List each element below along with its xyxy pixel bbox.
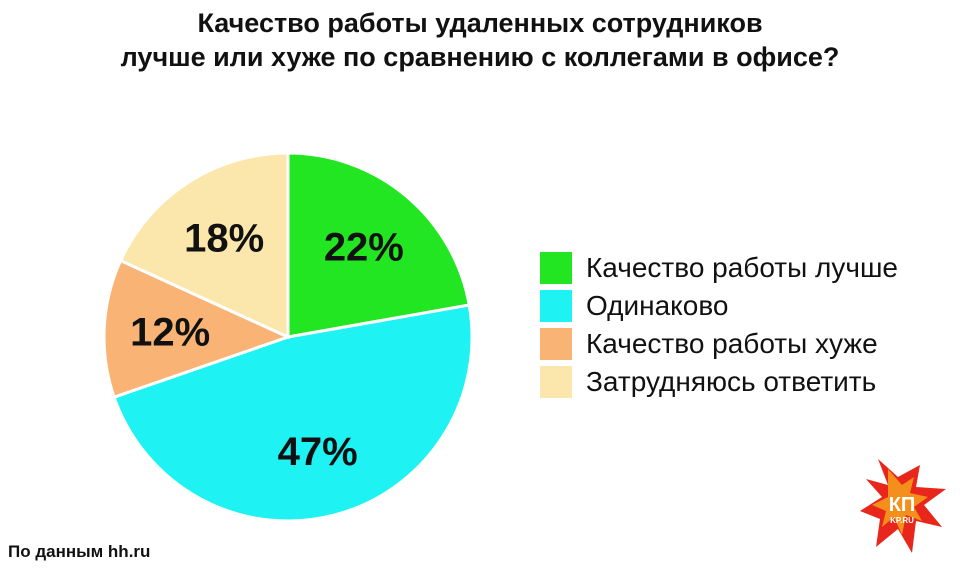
legend-item-3: Качество работы хуже xyxy=(540,325,898,363)
chart-title: Качество работы удаленных сотрудников лу… xyxy=(0,6,960,74)
legend-label-4: Затрудняюсь ответить xyxy=(586,366,877,397)
chart-title-line-1: Качество работы удаленных сотрудников xyxy=(197,8,763,38)
legend-label-1: Качество работы лучше xyxy=(586,252,898,283)
pie-slice-label-4: 18% xyxy=(184,217,264,261)
legend-label-3: Качество работы хуже xyxy=(586,328,878,359)
legend-item-4: Затрудняюсь ответить xyxy=(540,363,898,401)
logo-subtext: KP.RU xyxy=(890,516,914,525)
pie-slice-1 xyxy=(286,151,471,339)
chart-title-line-2: лучше или хуже по сравнению с коллегами … xyxy=(120,42,840,72)
kp-logo: КП KP.RU xyxy=(860,459,946,553)
legend-item-1: Качество работы лучше xyxy=(540,249,898,287)
legend-swatch-2 xyxy=(540,290,572,322)
chart-legend: Качество работы лучше Одинаково Качество р… xyxy=(540,249,898,401)
legend-swatch-1 xyxy=(540,252,572,284)
pie-slice-4 xyxy=(118,151,290,340)
legend-label-2: Одинаково xyxy=(586,290,729,321)
legend-swatch-4 xyxy=(540,366,572,398)
source-note: По данным hh.ru xyxy=(8,542,151,561)
pie-slice-2 xyxy=(112,303,474,523)
pie-slice-label-2: 47% xyxy=(278,430,358,474)
legend-item-2: Одинаково xyxy=(540,287,898,325)
pie-slice-label-1: 22% xyxy=(324,226,404,270)
logo-burst-accent xyxy=(872,469,928,535)
pie-slice-label-3: 12% xyxy=(130,310,210,354)
legend-swatch-3 xyxy=(540,328,572,360)
logo-text: КП xyxy=(889,494,916,516)
pie-slice-3 xyxy=(102,258,293,400)
